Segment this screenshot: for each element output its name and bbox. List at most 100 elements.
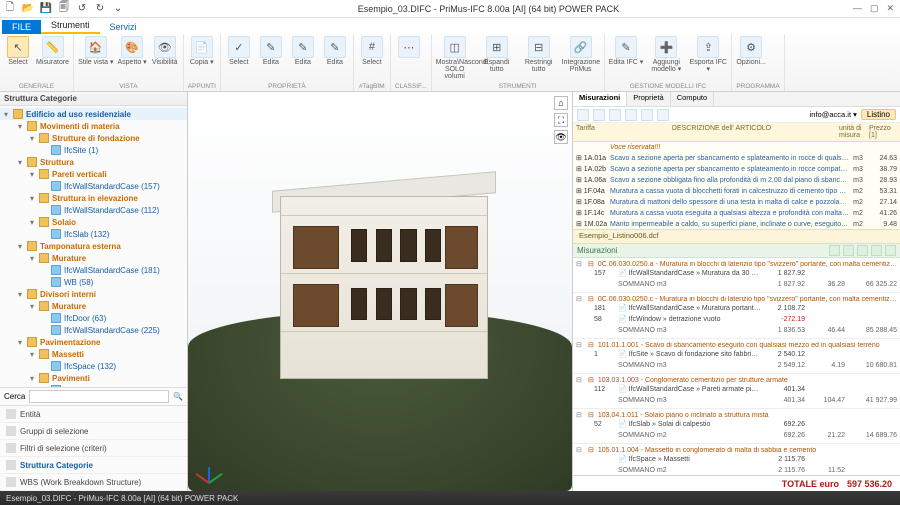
measurement-line[interactable]: 1📄 IfcSite » Scavo di fondazione sito fa… [576, 349, 897, 360]
tool-icon[interactable] [641, 109, 653, 121]
tree-node[interactable]: ▾Pavimenti [0, 372, 187, 384]
tree-node[interactable]: IfcDoor (63) [0, 312, 187, 324]
measurement-line[interactable]: 📄 IfcSpace » Massetti2 115.76 [576, 454, 897, 465]
tool-icon[interactable] [609, 109, 621, 121]
tree-node[interactable]: ▾Massetti [0, 348, 187, 360]
tree-node[interactable]: IfcWallStandardCase (157) [0, 180, 187, 192]
ribbon-button[interactable]: ↖Select [4, 36, 32, 66]
ribbon-button[interactable]: ⇪Esporta IFC ▾ [689, 36, 727, 73]
ribbon-button[interactable]: ◫Mostra\Nascondi SOLO volumi [436, 36, 474, 80]
measurement-group[interactable]: ⊟⊟0C.06.030.0250.a - Muratura in blocchi… [573, 258, 900, 293]
3d-viewport[interactable]: ⌂ ⛶ 👁 [188, 92, 572, 491]
building-model[interactable] [280, 196, 487, 380]
measurement-line[interactable]: SOMMANO m3401.34104.4741 927.99 [576, 395, 897, 406]
qat-icon[interactable]: ↺ [76, 3, 88, 15]
vp-home-icon[interactable]: ⌂ [554, 96, 568, 110]
qat-icon[interactable]: ⌄ [112, 3, 124, 15]
misurazioni-body[interactable]: ⊟⊟0C.06.030.0250.a - Muratura in blocchi… [573, 258, 900, 475]
measurement-group[interactable]: ⊟⊟103.04.1.011 - Solaio piano o inclinat… [573, 409, 900, 444]
ribbon-button[interactable]: ⊞Espandi tutto [478, 36, 516, 73]
tree-node[interactable]: ▾Solaio [0, 216, 187, 228]
measurement-line[interactable]: SOMMANO m31 827.9236.2866 325.22 [576, 279, 897, 290]
mis-tool-icon[interactable] [871, 245, 882, 256]
ribbon-button[interactable]: 📄Copia ▾ [188, 36, 216, 66]
vp-eye-icon[interactable]: 👁 [554, 130, 568, 144]
measurement-line[interactable]: SOMMANO m32 549.124.1910 680.81 [576, 360, 897, 371]
measurement-line[interactable]: 157📄 IfcWallStandardCase » Muratura da 3… [576, 268, 897, 279]
ribbon-button[interactable]: ✎Edita [321, 36, 349, 66]
measurement-line[interactable]: 52📄 IfcSlab » Solai di calpestio692.26 [576, 419, 897, 430]
listino-row[interactable]: ⊞ 1A.01aScavo a sezione aperta per sbanc… [573, 153, 900, 164]
listino-row[interactable]: ⊞ 1F.14cMuratura a cassa vuota eseguita … [573, 208, 900, 219]
tree-node[interactable]: IfcSpace (132) [0, 360, 187, 372]
measurement-line[interactable]: 181📄 IfcWallStandardCase » Muratura port… [576, 303, 897, 314]
tool-icon[interactable] [577, 109, 589, 121]
tree-node[interactable]: IfcWallStandardCase (112) [0, 204, 187, 216]
tool-icon[interactable] [657, 109, 669, 121]
measurement-group[interactable]: ⊟⊟105.01.1.004 - Massetto in conglomerat… [573, 444, 900, 475]
measurement-group[interactable]: ⊟⊟101.01.1.001 - Scavo di sbancamento es… [573, 339, 900, 374]
listino-button[interactable]: Listino [861, 109, 896, 120]
listino-file-tab[interactable]: Esempio_Listino006.dcf [573, 230, 900, 244]
qat-icon[interactable]: 📂 [22, 3, 34, 15]
tree-node[interactable]: ▾Strutture di fondazione [0, 132, 187, 144]
listino-row[interactable]: ⊞ 1M.02aManto impermeabile a caldo, su s… [573, 219, 900, 230]
measurement-line[interactable]: 112📄 IfcWallStandardCase » Pareti armate… [576, 384, 897, 395]
window-control-icon[interactable]: ✕ [886, 3, 894, 14]
ribbon-button[interactable]: ⋯ [395, 36, 423, 59]
listino-row[interactable]: ⊞ 1F.04aMuratura a cassa vuota di blocch… [573, 186, 900, 197]
window-control-icon[interactable]: — [853, 3, 862, 14]
user-email[interactable]: info@acca.it ▾ [810, 110, 857, 119]
listino-row[interactable]: ⊞ 1F.08aMuratura di mattoni dello spesso… [573, 197, 900, 208]
ribbon-button[interactable]: ⊟Restringi tutto [520, 36, 558, 73]
search-icon[interactable]: 🔍 [173, 392, 183, 401]
tree-node[interactable]: ▾Murature [0, 300, 187, 312]
measurement-line[interactable]: 58📄 IfcWindow » detrazione vuoto-272.19 [576, 314, 897, 325]
ribbon-tab[interactable]: Servizi [100, 20, 147, 34]
right-tab[interactable]: Misurazioni [573, 92, 627, 106]
panel-section[interactable]: Filtri di selezione (criteri) [0, 440, 187, 457]
tool-icon[interactable] [625, 109, 637, 121]
tree-node[interactable]: IfcSite (1) [0, 144, 187, 156]
measurement-line[interactable]: SOMMANO m22 115.7611.52 [576, 465, 897, 475]
panel-section[interactable]: WBS (Work Breakdown Structure) [0, 474, 187, 491]
qat-icon[interactable]: 💾 [40, 3, 52, 15]
tree-node[interactable]: ▾Struttura [0, 156, 187, 168]
listino-rows[interactable]: Voce riservata!!!⊞ 1A.01aScavo a sezione… [573, 142, 900, 230]
tree-node[interactable]: ▾Divisori interni [0, 288, 187, 300]
tree-node[interactable]: ▾Murature [0, 252, 187, 264]
ribbon-button[interactable]: ✎Edita [289, 36, 317, 66]
measurement-line[interactable]: SOMMANO m2692.2621.2214 689.76 [576, 430, 897, 441]
tab-file[interactable]: FILE [2, 20, 41, 34]
ribbon-button[interactable]: ➕Aggiungi modello ▾ [647, 36, 685, 73]
tree-root[interactable]: ▾Edificio ad uso residenziale [0, 108, 187, 120]
mis-tool-icon[interactable] [843, 245, 854, 256]
right-tab[interactable]: Proprietà [627, 92, 670, 106]
mis-tool-icon[interactable] [829, 245, 840, 256]
category-tree[interactable]: ▾Edificio ad uso residenziale▾Movimenti … [0, 106, 187, 387]
ribbon-button[interactable]: 🏠Stile vista ▾ [78, 36, 113, 66]
tree-node[interactable]: IfcWallStandardCase (181) [0, 264, 187, 276]
window-control-icon[interactable]: ▢ [870, 3, 879, 14]
tool-icon[interactable] [593, 109, 605, 121]
tree-node[interactable]: IfcWallStandardCase (225) [0, 324, 187, 336]
search-input[interactable] [29, 390, 169, 403]
qat-icon[interactable]: ↻ [94, 3, 106, 15]
qat-icon[interactable]: 🗐 [58, 3, 70, 15]
tree-node[interactable]: ▾Pareti verticali [0, 168, 187, 180]
ribbon-button[interactable]: ✎Edita IFC ▾ [609, 36, 644, 66]
ribbon-tab[interactable]: Strumenti [41, 18, 100, 34]
right-tab[interactable]: Computo [671, 92, 714, 106]
ribbon-button[interactable]: 📏Misuratore [36, 36, 69, 66]
tree-node[interactable]: WB (58) [0, 276, 187, 288]
panel-section[interactable]: Entità [0, 406, 187, 423]
vp-fit-icon[interactable]: ⛶ [554, 113, 568, 127]
measurement-line[interactable]: SOMMANO m31 836.5346.4485 288.45 [576, 325, 897, 336]
ribbon-button[interactable]: 🔗Integrazione PriMus [562, 36, 600, 73]
tree-node[interactable]: ▾Pavimentazione [0, 336, 187, 348]
ribbon-button[interactable]: 👁Visibilità [151, 36, 179, 66]
panel-section[interactable]: Struttura Categorie [0, 457, 187, 474]
mis-tool-icon[interactable] [857, 245, 868, 256]
qat-icon[interactable]: 🗋 [4, 3, 16, 15]
panel-section[interactable]: Gruppi di selezione [0, 423, 187, 440]
